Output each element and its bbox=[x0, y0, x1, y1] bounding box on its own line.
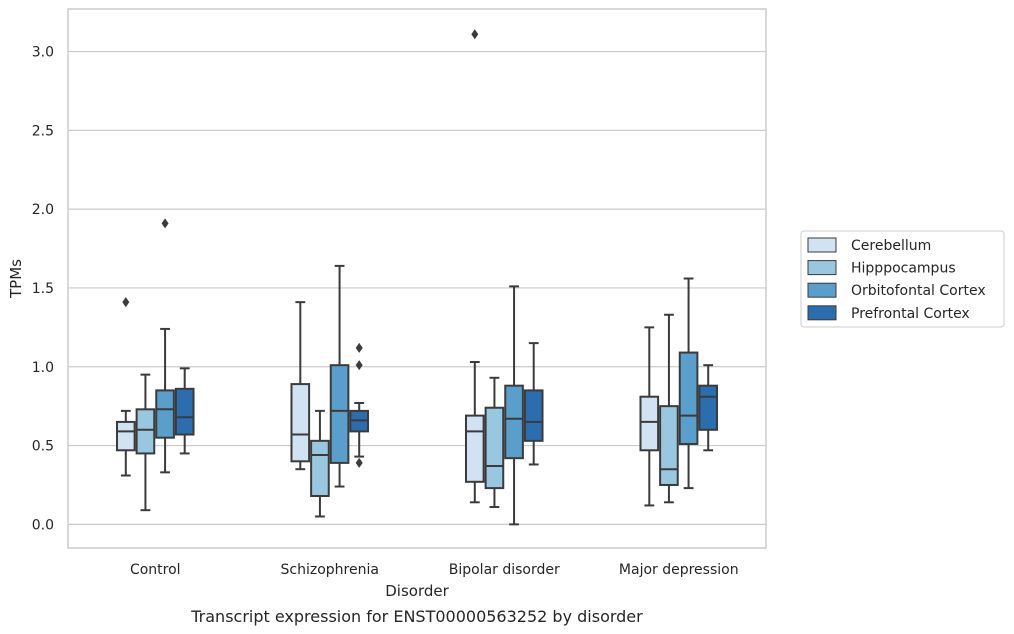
box-body bbox=[135, 408, 156, 455]
outlier-point bbox=[471, 29, 479, 40]
legend: Cerebellum Hipppocampus Orbitofontal Corte… bbox=[800, 230, 1005, 328]
box-orbitofontal-cortex bbox=[155, 218, 175, 474]
box-body bbox=[484, 406, 505, 490]
box-body bbox=[504, 384, 524, 460]
box-body bbox=[310, 439, 330, 497]
x-tick-label: Bipolar disorder bbox=[449, 562, 560, 578]
legend-swatch bbox=[807, 260, 837, 276]
box-body bbox=[329, 364, 350, 464]
legend-label: Cerebellum bbox=[851, 238, 931, 254]
box-orbitofontal-cortex bbox=[329, 264, 350, 488]
legend-swatch bbox=[807, 282, 837, 298]
box-groups bbox=[115, 29, 719, 526]
box-body bbox=[698, 384, 719, 431]
box-cerebellum bbox=[464, 29, 485, 504]
box-body bbox=[115, 420, 136, 452]
outlier-point bbox=[355, 360, 363, 371]
box-prefrontal-cortex bbox=[698, 364, 719, 452]
legend-swatch bbox=[807, 305, 837, 321]
box-body bbox=[155, 389, 175, 439]
box-orbitofontal-cortex bbox=[504, 285, 524, 526]
x-tick-label: Control bbox=[130, 562, 181, 578]
legend-label: Prefrontal Cortex bbox=[851, 306, 970, 322]
outlier-point bbox=[355, 457, 363, 468]
box-hipppocampus bbox=[659, 313, 679, 504]
box-prefrontal-cortex bbox=[174, 367, 195, 455]
x-tick-labels: Control Schizophrenia Bipolar disorder Majo… bbox=[130, 562, 739, 578]
box-body bbox=[678, 351, 699, 445]
y-tick-label: 3.0 bbox=[32, 45, 54, 61]
y-tick-label: 0.0 bbox=[32, 517, 54, 533]
box-body bbox=[639, 395, 660, 452]
y-tick-label: 1.5 bbox=[32, 281, 54, 297]
outlier-point bbox=[122, 297, 130, 308]
box-body bbox=[659, 405, 679, 486]
legend-label: Hipppocampus bbox=[851, 261, 956, 277]
box-hipppocampus bbox=[135, 373, 156, 512]
y-tick-label: 2.0 bbox=[32, 202, 54, 218]
x-tick-label: Major depression bbox=[619, 562, 739, 578]
outlier-point bbox=[355, 342, 363, 353]
y-tick-label: 1.0 bbox=[32, 360, 54, 376]
legend-label: Orbitofontal Cortex bbox=[851, 283, 986, 299]
box-prefrontal-cortex bbox=[523, 342, 544, 466]
box-body bbox=[174, 387, 195, 436]
box-prefrontal-cortex bbox=[349, 342, 370, 468]
legend-swatch bbox=[807, 237, 837, 253]
box-hipppocampus bbox=[310, 409, 330, 518]
y-tick-label: 2.5 bbox=[32, 123, 54, 139]
box-body bbox=[290, 383, 311, 463]
y-tick-label: 0.5 bbox=[32, 439, 54, 455]
box-hipppocampus bbox=[484, 376, 505, 509]
box-body bbox=[523, 389, 544, 442]
plot-frame bbox=[67, 8, 767, 549]
box-orbitofontal-cortex bbox=[678, 277, 699, 490]
chart-caption: Transcript expression for ENST0000056325… bbox=[190, 607, 643, 626]
x-tick-label: Schizophrenia bbox=[281, 562, 379, 578]
y-axis-label: TPMs bbox=[7, 259, 25, 299]
outlier-point bbox=[161, 218, 169, 229]
y-tick-labels: 0.0 0.5 1.0 1.5 2.0 2.5 3.0 bbox=[32, 45, 54, 534]
box-cerebellum bbox=[639, 326, 660, 507]
box-body bbox=[464, 414, 485, 483]
legend-frame bbox=[800, 230, 1005, 328]
box-cerebellum bbox=[290, 301, 311, 471]
x-axis-label: Disorder bbox=[385, 582, 449, 600]
box-cerebellum bbox=[115, 297, 136, 477]
